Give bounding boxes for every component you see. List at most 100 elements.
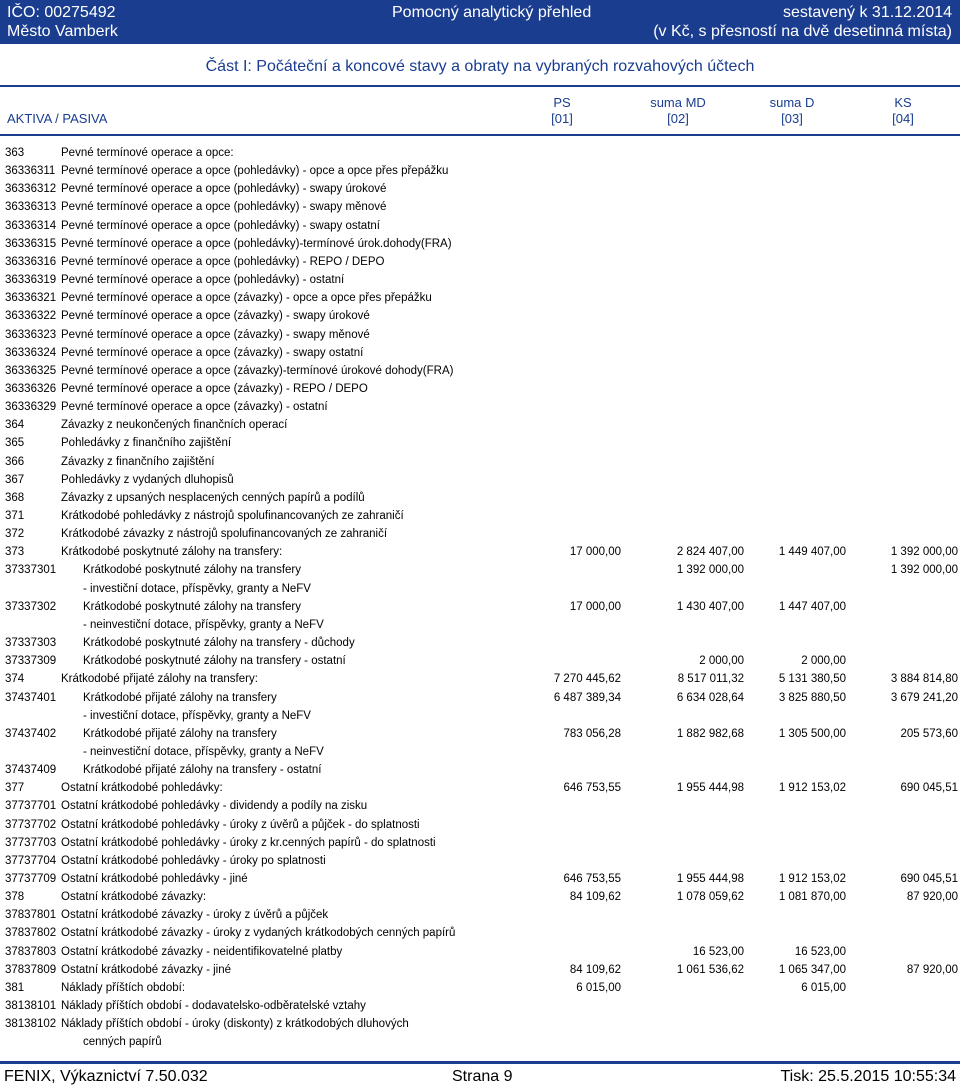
table-row: 36336314 Pevné termínové operace a opce (… — [0, 217, 960, 235]
footer-page: Strana 9 — [452, 1068, 513, 1085]
table-row: - neinvestiční dotace, příspěvky, granty… — [0, 743, 960, 761]
value-d: 1 447 407,00 — [778, 600, 846, 613]
table-row: 37737709 Ostatní krátkodobé pohledávky - … — [0, 870, 960, 888]
ico-label: IČO: 00275492 — [7, 4, 116, 21]
report-date: sestavený k 31.12.2014 — [782, 4, 952, 21]
value-md: 1 955 444,98 — [676, 873, 744, 885]
table-row: 36336324 Pevné termínové operace a opce (… — [0, 344, 960, 362]
value-ps: 17 000,00 — [569, 546, 621, 559]
value-md: 1 392 000,00 — [676, 564, 744, 577]
col-header-ks: KS — [894, 95, 912, 110]
account-name: Ostatní krátkodobé pohledávky - dividend… — [61, 800, 368, 813]
account-code: 372 — [5, 528, 25, 541]
account-name: Pevné termínové operace a opce (pohledáv… — [61, 183, 387, 196]
account-code: 37837803 — [5, 945, 57, 958]
table-row: 367 Pohledávky z vydaných dluhopisů — [0, 471, 960, 489]
value-md: 8 517 011,32 — [677, 673, 744, 686]
table-row: 37737703 Ostatní krátkodobé pohledávky - … — [0, 834, 960, 852]
value-ks: 690 045,51 — [900, 782, 958, 795]
account-name: Pohledávky z vydaných dluhopisů — [61, 473, 234, 486]
account-code: 378 — [5, 891, 25, 904]
col-header-ps: PS — [553, 95, 571, 110]
account-name: Krátkodobé poskytnuté zálohy na transfer… — [83, 637, 355, 650]
value-ps: 6 487 389,34 — [553, 691, 621, 704]
account-code: 36336313 — [5, 201, 57, 214]
table-row: 374 Krátkodobé přijaté zálohy na transfer… — [0, 670, 960, 688]
account-name: Pevné termínové operace a opce (pohledáv… — [61, 165, 449, 178]
account-name: - neinvestiční dotace, příspěvky, granty… — [83, 618, 324, 631]
value-md: 1 061 536,62 — [676, 963, 744, 976]
footer-divider — [0, 1061, 960, 1064]
table-row: 37437409 Krátkodobé přijaté zálohy na tra… — [0, 761, 960, 779]
table-row: 36336313 Pevné termínové operace a opce (… — [0, 198, 960, 216]
table-row: 373 Krátkodobé poskytnuté zálohy na trans… — [0, 543, 960, 561]
account-code: 36336316 — [5, 255, 57, 268]
units-note: (v Kč, s přesností na dvě desetinná míst… — [653, 23, 952, 40]
account-code: 367 — [5, 473, 25, 486]
value-ps: 783 056,28 — [563, 727, 621, 740]
account-code: 37837809 — [5, 963, 57, 976]
value-ps: 84 109,62 — [569, 891, 621, 904]
value-ks: 1 392 000,00 — [890, 564, 958, 577]
account-code: 36336325 — [5, 364, 57, 377]
account-code: 363 — [5, 147, 25, 159]
table-row: 36336323 Pevné termínové operace a opce (… — [0, 326, 960, 344]
account-name: Ostatní krátkodobé pohledávky - jiné — [61, 873, 248, 885]
account-code: 38138102 — [5, 1018, 57, 1031]
account-code: 381 — [5, 981, 25, 994]
account-code: 36336324 — [5, 346, 57, 359]
value-d: 16 523,00 — [794, 945, 846, 958]
account-name: Ostatní krátkodobé pohledávky - úroky z … — [61, 836, 436, 849]
account-name: Pevné termínové operace a opce (pohledáv… — [61, 201, 387, 214]
value-md: 16 523,00 — [692, 945, 744, 958]
table-row: 37837801 Ostatní krátkodobé závazky - úro… — [0, 906, 960, 924]
account-name: Krátkodobé přijaté zálohy na transfery — [83, 727, 277, 740]
value-ks: 1 392 000,00 — [890, 546, 958, 559]
account-name: Krátkodobé závazky z nástrojů spolufinan… — [61, 528, 388, 541]
account-name: Náklady příštích období - úroky (diskont… — [61, 1018, 409, 1031]
table-row: 36336311 Pevné termínové operace a opce (… — [0, 162, 960, 180]
value-md: 6 634 028,64 — [676, 691, 744, 704]
account-name: Ostatní krátkodobé závazky: — [61, 891, 207, 904]
account-name: Krátkodobé poskytnuté zálohy na transfer… — [83, 600, 301, 613]
account-code: 371 — [5, 510, 25, 522]
account-name: - neinvestiční dotace, příspěvky, granty… — [83, 745, 324, 758]
account-name: Pevné termínové operace a opce (závazky)… — [61, 382, 368, 395]
account-name: Krátkodobé pohledávky z nástrojů spolufi… — [61, 510, 404, 522]
table-row: 372 Krátkodobé závazky z nástrojů spolufi… — [0, 525, 960, 543]
table-row: 368 Závazky z upsaných nesplacených cenný… — [0, 489, 960, 507]
table-row: - investiční dotace, příspěvky, granty a… — [0, 580, 960, 598]
col-header-d: suma D — [769, 95, 815, 110]
value-d: 3 825 880,50 — [778, 691, 846, 704]
table-row: 37437401 Krátkodobé přijaté zálohy na tra… — [0, 689, 960, 707]
table-row: 365 Pohledávky z finančního zajištění — [0, 434, 960, 452]
account-name: Pevné termínové operace a opce (pohledáv… — [61, 255, 385, 268]
col-header-md: suma MD — [650, 95, 706, 110]
account-code: 36336326 — [5, 382, 57, 395]
account-code: 37737704 — [5, 854, 57, 867]
account-name: Ostatní krátkodobé závazky - jiné — [61, 963, 232, 976]
account-name: Ostatní krátkodobé pohledávky - úroky z … — [61, 818, 420, 831]
account-code: 365 — [5, 437, 25, 450]
divider — [0, 85, 960, 87]
value-d: 5 131 380,50 — [778, 673, 846, 686]
account-name: - investiční dotace, příspěvky, granty a… — [83, 582, 311, 595]
table-row: 36336315 Pevné termínové operace a opce (… — [0, 235, 960, 253]
table-row: 36336322 Pevné termínové operace a opce (… — [0, 307, 960, 325]
table-row: - neinvestiční dotace, příspěvky, granty… — [0, 616, 960, 634]
account-name: Pevné termínové operace a opce: — [61, 147, 234, 159]
account-name: - investiční dotace, příspěvky, granty a… — [83, 709, 311, 722]
account-name: Náklady příštích období - dodavatelsko-o… — [61, 1000, 366, 1013]
value-md: 1 882 982,68 — [676, 727, 744, 740]
table-row: 378 Ostatní krátkodobé závazky: 84 109,62 1… — [0, 888, 960, 906]
account-code: 37737709 — [5, 873, 57, 885]
col-header-ps-code: [01] — [551, 111, 573, 126]
account-code: 36336314 — [5, 219, 57, 232]
account-code: 37337301 — [5, 564, 57, 577]
account-code: 364 — [5, 419, 25, 432]
divider — [0, 134, 960, 136]
account-name: Pevné termínové operace a opce (pohledáv… — [61, 219, 380, 232]
value-ps: 646 753,55 — [563, 782, 621, 795]
account-code: 38138101 — [5, 1000, 57, 1013]
value-d: 1 449 407,00 — [778, 546, 846, 559]
